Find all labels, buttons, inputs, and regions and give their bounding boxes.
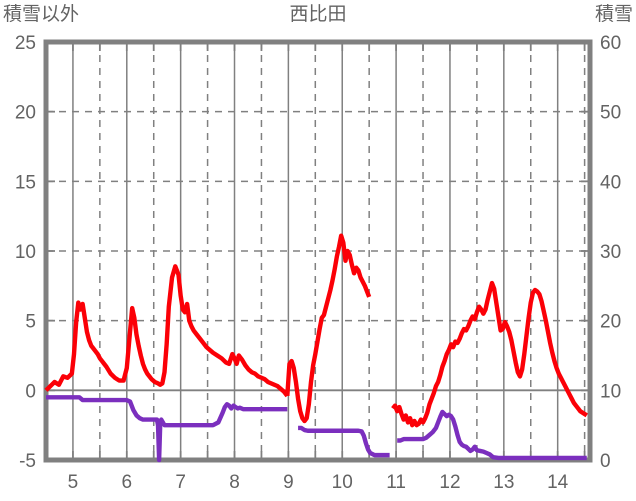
left-axis-labels: -5 0 5 10 15 20 25: [15, 33, 36, 472]
series-1-segment-1: [44, 264, 290, 398]
left-axis-tick-label: 0: [25, 381, 36, 402]
series-2-segment-3: [397, 409, 587, 461]
gridlines: [46, 42, 590, 460]
series-1-segment-2: [285, 233, 372, 424]
x-axis-tick-label: 6: [122, 472, 133, 493]
left-axis-tick-label: 20: [15, 103, 36, 124]
right-axis-tick-label: 0: [600, 451, 611, 472]
chart-title: 西比田: [289, 4, 347, 25]
right-axis-title: 積雪: [594, 4, 633, 25]
right-axis-tick-label: 10: [600, 381, 621, 402]
x-axis-tick-label: 14: [547, 472, 569, 493]
right-axis-tick-label: 60: [600, 33, 621, 54]
x-axis-tick-label: 7: [175, 472, 186, 493]
series-1-segment-3: [391, 280, 588, 428]
x-axis-tick-label: 9: [283, 472, 294, 493]
right-axis-tick-label: 20: [600, 312, 621, 333]
left-axis-tick-label: 10: [15, 242, 36, 263]
right-axis-tick-label: 30: [600, 242, 621, 263]
plot-frame: [43, 39, 593, 463]
x-axis-tick-label: 13: [493, 472, 514, 493]
left-axis-tick-label: 25: [15, 33, 36, 54]
x-axis-tick-label: 12: [439, 472, 460, 493]
x-axis-labels: 5 6 7 8 9 10 11 12 13 14: [68, 472, 569, 493]
right-axis-tick-label: 40: [600, 172, 621, 193]
x-axis-tick-label: 5: [68, 472, 79, 493]
left-axis-tick-label: 15: [15, 172, 36, 193]
left-axis-tick-label: -5: [19, 451, 36, 472]
right-axis-labels: 0 10 20 30 40 50 60: [600, 33, 621, 472]
series-2-segment-2: [298, 425, 390, 458]
series-lines: [44, 233, 588, 463]
right-axis-tick-label: 50: [600, 103, 621, 124]
x-axis-tick-label: 11: [386, 472, 406, 493]
x-axis-tick-label: 10: [332, 472, 353, 493]
left-axis-title: 積雪以外: [3, 4, 80, 25]
series-2-segment-1: [46, 395, 288, 463]
x-axis-tick-label: 8: [229, 472, 240, 493]
left-axis-tick-label: 5: [25, 312, 36, 333]
